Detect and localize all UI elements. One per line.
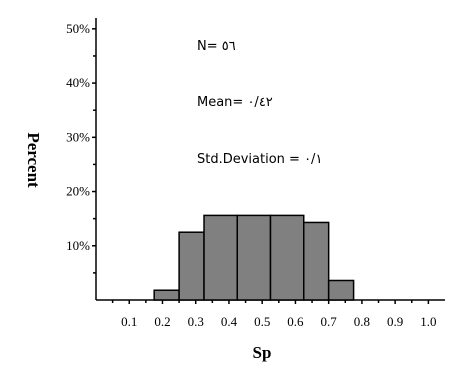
histogram-bar [236, 214, 272, 301]
y-tick-label: 30% [66, 129, 90, 144]
y-tick-label: 50% [66, 21, 90, 36]
x-tick-label: 0.7 [321, 314, 338, 329]
x-tick-label: 0.8 [354, 314, 370, 329]
x-ticks-group: 0.1 0.2 0.3 0.4 0.5 0.6 0.7 0.8 0.9 1.0 [111, 300, 437, 329]
x-tick-label: 0.5 [254, 314, 270, 329]
x-axis-title: Sp [253, 343, 272, 362]
histogram-bar [269, 214, 305, 301]
x-tick-label: 0.6 [287, 314, 304, 329]
y-axis-title: Percent [24, 132, 43, 188]
annotation-mean: Mean= ٠/٤٢ [197, 95, 273, 110]
x-tick-label: 0.9 [387, 314, 403, 329]
histogram-bar [302, 221, 330, 301]
histogram-bar [203, 214, 239, 301]
x-tick-label: 0.2 [154, 314, 170, 329]
histogram-bar [178, 231, 205, 301]
x-tick-label: 0.4 [221, 314, 238, 329]
annotation-std-deviation: Std.Deviation = ٠/١ [197, 152, 322, 167]
y-tick-label: 20% [66, 184, 90, 199]
histogram-bar [327, 279, 355, 301]
annotation-n: N= ٥٦ [197, 39, 236, 54]
y-tick-label: 40% [66, 75, 90, 90]
x-tick-label: 0.3 [188, 314, 204, 329]
y-tick-label: 10% [66, 238, 90, 253]
x-tick-label: 0.1 [121, 314, 137, 329]
histogram-bar [153, 289, 180, 301]
bars-group [153, 214, 355, 301]
x-tick-label: 1.0 [420, 314, 436, 329]
y-ticks-group: 10% 20% 30% 40% 50% [66, 21, 96, 274]
